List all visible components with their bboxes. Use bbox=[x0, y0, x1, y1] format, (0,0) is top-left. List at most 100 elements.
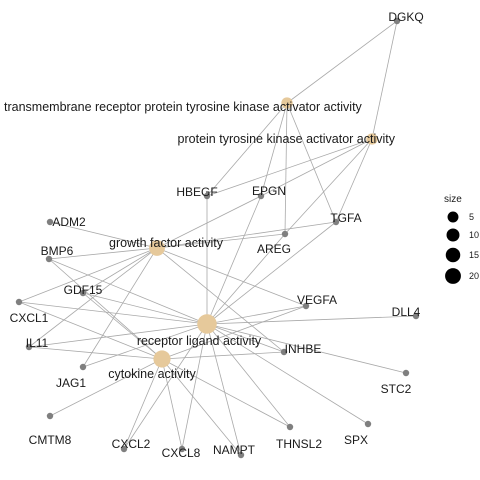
edge-rla-spx bbox=[206, 323, 369, 425]
term-node-cytokine-activity bbox=[153, 350, 171, 368]
gene-label-nampt: NAMPT bbox=[213, 443, 256, 457]
legend-label-5: 5 bbox=[469, 212, 474, 222]
gene-node-spx bbox=[364, 420, 372, 428]
edge-tm-dgkq bbox=[286, 20, 398, 104]
gene-label-dgkq: DGKQ bbox=[388, 10, 423, 24]
edge-gf-inhbe bbox=[156, 247, 285, 353]
gene-node-cxcl2 bbox=[120, 445, 128, 453]
term-node-transmembrane-receptor-protein-tyrosine-kinase-activator-activity bbox=[281, 97, 293, 109]
gene-node-nampt bbox=[237, 451, 245, 459]
edge-ptk-areg bbox=[284, 138, 373, 235]
edge-rla-stc2 bbox=[206, 323, 407, 374]
term-node-receptor-ligand-activity bbox=[197, 314, 217, 334]
gene-label-epgn: EPGN bbox=[252, 184, 286, 198]
gene-node-dll4 bbox=[412, 312, 420, 320]
edge-ptk-dgkq bbox=[371, 20, 398, 140]
size-legend: size 5 10 15 20 bbox=[444, 194, 479, 284]
legend-dot-20 bbox=[445, 268, 461, 284]
gene-label-thnsl2: THNSL2 bbox=[276, 437, 322, 451]
edge-rla-bmp6 bbox=[48, 258, 208, 325]
gene-label-stc2: STC2 bbox=[381, 382, 412, 396]
legend-dot-15 bbox=[445, 247, 461, 263]
edge-rla-gdf15 bbox=[82, 292, 208, 325]
gene-label-cmtm8: CMTM8 bbox=[29, 433, 72, 447]
edge-cyt-vegfa bbox=[161, 305, 307, 360]
gene-node-gdf15 bbox=[79, 289, 87, 297]
edge-cyt-cxcl1 bbox=[18, 301, 163, 360]
gene-label-adm2: ADM2 bbox=[52, 215, 86, 229]
gene-label-tgfa: TGFA bbox=[330, 211, 361, 225]
edge-rla-areg bbox=[206, 233, 286, 325]
term-node-protein-tyrosine-kinase-activator-activity bbox=[366, 133, 378, 145]
edge-cyt-thnsl2 bbox=[161, 358, 291, 428]
gene-node-cmtm8 bbox=[46, 412, 54, 420]
gene-label-areg: AREG bbox=[257, 242, 291, 256]
gene-label-cxcl1: CXCL1 bbox=[10, 311, 49, 325]
term-label-growth-factor-activity: growth factor activity bbox=[109, 236, 224, 250]
gene-node-inhbe bbox=[280, 348, 288, 356]
edge-gf-areg bbox=[156, 233, 286, 249]
edge-cyt-cxcl2 bbox=[123, 358, 163, 450]
gene-label-hbegf: HBEGF bbox=[176, 185, 217, 199]
edge-cyt-nampt bbox=[161, 358, 242, 456]
network-nodes bbox=[15, 17, 420, 459]
term-label-transmembrane-receptor-protein-tyrosine-kinase-activator-activity: transmembrane receptor protein tyrosine … bbox=[4, 100, 363, 114]
edge-cyt-gdf15 bbox=[82, 292, 163, 360]
edge-rla-cxcl2 bbox=[123, 323, 208, 450]
network-labels: DGKQ HBEGF EPGN TGFA ADM2 AREG BMP6 GDF15 VEGFA C… bbox=[4, 10, 424, 460]
edge-tm-hbegf bbox=[206, 102, 288, 197]
edge-rla-thnsl2 bbox=[206, 323, 291, 428]
gene-label-gdf15: GDF15 bbox=[64, 283, 103, 297]
edge-rla-nampt bbox=[206, 323, 242, 456]
term-label-receptor-ligand-activity: receptor ligand activity bbox=[137, 334, 262, 348]
gene-label-inhbe: INHBE bbox=[285, 342, 322, 356]
edge-tm-tgfa bbox=[286, 102, 337, 223]
gene-label-dll4: DLL4 bbox=[392, 305, 421, 319]
legend-dot-10 bbox=[446, 228, 460, 242]
edge-rla-jag1 bbox=[82, 323, 208, 368]
edge-rla-cxcl8 bbox=[181, 323, 208, 450]
edge-cyt-inhbe bbox=[161, 351, 285, 360]
gene-node-areg bbox=[281, 230, 289, 238]
gene-node-hbegf bbox=[203, 192, 211, 200]
term-label-protein-tyrosine-kinase-activator-activity: protein tyrosine kinase activator activi… bbox=[178, 132, 396, 146]
edge-rla-vegfa bbox=[206, 305, 307, 325]
legend-dot-5 bbox=[447, 211, 459, 223]
gene-node-vegfa bbox=[302, 302, 310, 310]
edge-cyt-bmp6 bbox=[48, 258, 163, 360]
edge-ptk-epgn bbox=[260, 138, 373, 197]
gene-node-stc2 bbox=[402, 369, 410, 377]
edge-rla-dll4 bbox=[206, 315, 417, 325]
edge-rla-epgn bbox=[206, 195, 262, 325]
legend-title: size bbox=[444, 194, 462, 205]
gene-node-thnsl2 bbox=[286, 423, 294, 431]
edge-ptk-hbegf bbox=[206, 138, 373, 197]
gene-node-tgfa bbox=[332, 218, 340, 226]
gene-label-il11: IL11 bbox=[26, 336, 49, 350]
gene-node-bmp6 bbox=[45, 255, 53, 263]
edge-cyt-cmtm8 bbox=[49, 358, 163, 417]
edge-rla-inhbe bbox=[206, 323, 285, 353]
edge-cyt-cxcl8 bbox=[161, 358, 183, 450]
gene-label-spx: SPX bbox=[344, 433, 368, 447]
term-node-growth-factor-activity bbox=[149, 240, 165, 256]
gene-node-dgkq bbox=[393, 17, 401, 25]
legend-label-20: 20 bbox=[469, 271, 479, 281]
edge-tm-epgn bbox=[260, 102, 288, 197]
gene-node-adm2 bbox=[46, 218, 54, 226]
gene-label-jag1: JAG1 bbox=[56, 376, 86, 390]
edge-gf-tgfa bbox=[156, 221, 337, 249]
edge-rla-tgfa bbox=[206, 221, 337, 325]
gene-node-cxcl1 bbox=[15, 298, 23, 306]
edge-rla-cxcl1 bbox=[18, 301, 208, 325]
edge-rla-il11 bbox=[28, 323, 208, 348]
gene-label-bmp6: BMP6 bbox=[41, 244, 74, 258]
edge-gf-jag1 bbox=[82, 247, 158, 368]
term-label-cytokine-activity: cytokine activity bbox=[108, 367, 196, 381]
gene-node-cxcl8 bbox=[178, 445, 186, 453]
edge-gf-vegfa bbox=[156, 247, 307, 307]
gene-label-vegfa: VEGFA bbox=[297, 293, 337, 307]
gene-label-cxcl2: CXCL2 bbox=[112, 437, 151, 451]
legend-label-10: 10 bbox=[469, 230, 479, 240]
